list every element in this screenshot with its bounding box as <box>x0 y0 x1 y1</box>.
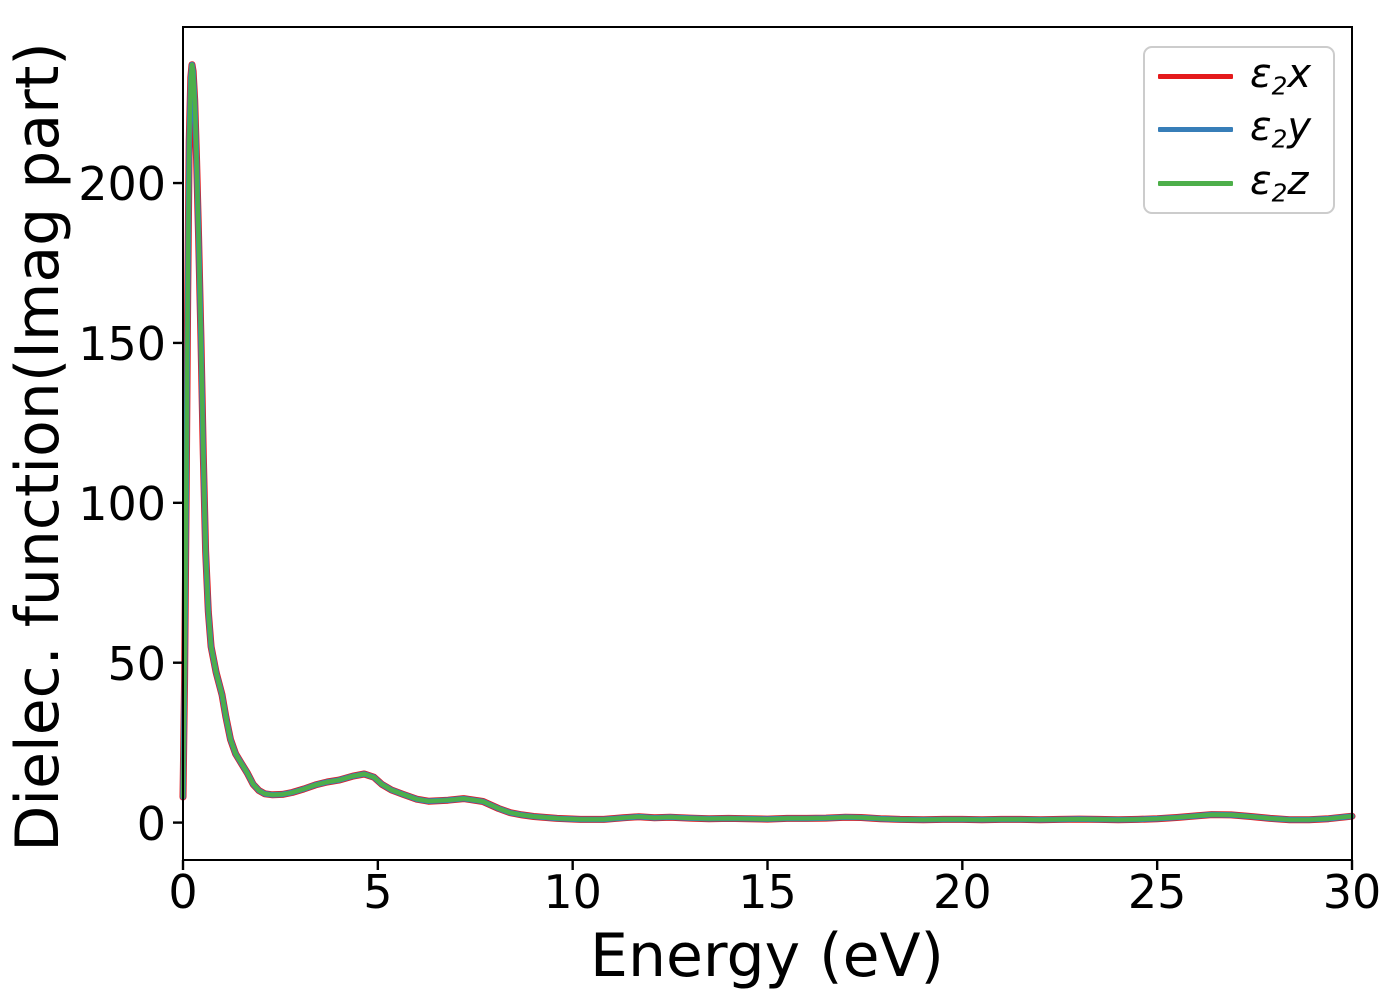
legend-entry-e2z: ε2z <box>1145 157 1333 209</box>
legend-label-e2z: ε2z <box>1250 157 1309 208</box>
legend-label-e2x: ε2x <box>1250 51 1312 101</box>
y-tick-label: 200 <box>78 156 166 211</box>
x-tick-label: 15 <box>738 865 797 919</box>
legend-line-e2y <box>1158 127 1233 133</box>
y-tick-label: 50 <box>107 636 166 691</box>
x-tick-label: 10 <box>543 865 602 919</box>
y-axis-label: Dielec. function(Imag part) <box>3 42 73 852</box>
legend-entry-e2x: ε2x <box>1145 51 1333 103</box>
legend: ε2x ε2y ε2z <box>1143 46 1335 214</box>
y-tick-label: 150 <box>78 316 166 371</box>
y-tick-label: 0 <box>136 796 166 851</box>
x-tick-label: 25 <box>1127 865 1187 919</box>
series-line-e2z <box>180 62 1355 822</box>
x-tick-label: 20 <box>933 865 992 919</box>
legend-line-e2x <box>1158 74 1233 80</box>
legend-line-e2z <box>1158 180 1233 186</box>
x-tick-label: 5 <box>363 865 393 919</box>
x-tick-label: 0 <box>168 865 198 919</box>
legend-entry-e2y: ε2y <box>1145 104 1333 156</box>
legend-label-e2y: ε2y <box>1250 104 1312 154</box>
x-axis-label: Energy (eV) <box>590 921 944 991</box>
x-tick-label: 30 <box>1322 865 1382 919</box>
y-tick-label: 100 <box>78 476 166 531</box>
